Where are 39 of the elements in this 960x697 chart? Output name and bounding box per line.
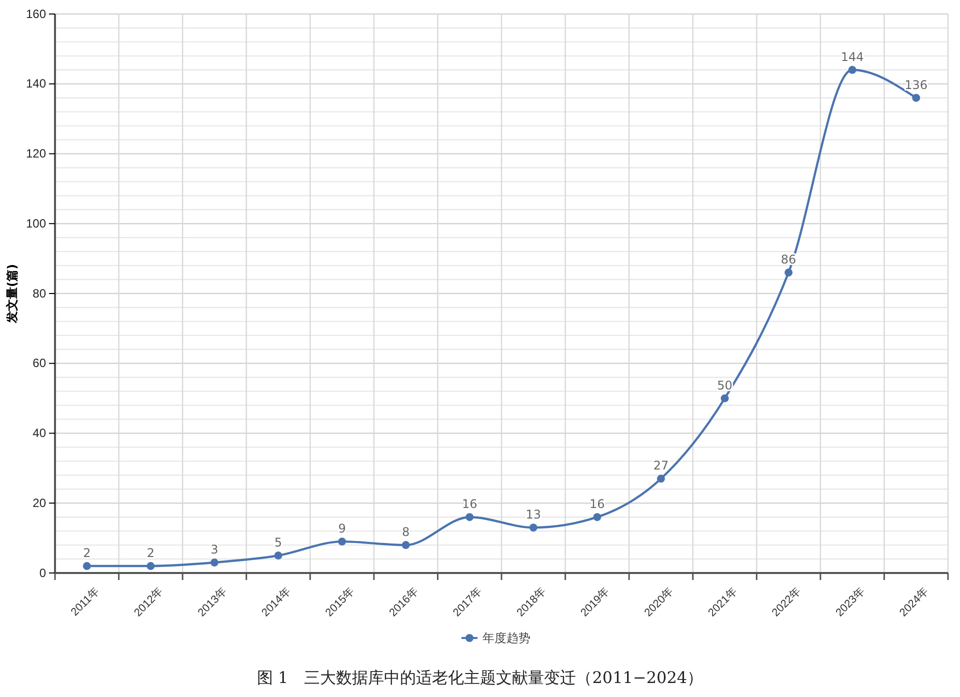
data-label: 16: [462, 497, 478, 512]
point: [593, 513, 602, 522]
data-label: 5: [274, 536, 282, 550]
point: [82, 562, 91, 570]
point: [146, 562, 155, 570]
y-tick-label: 80: [32, 286, 46, 300]
point: [848, 66, 856, 74]
data-label: 9: [338, 522, 346, 536]
data-label: 3: [210, 542, 218, 557]
y-tick-label: 40: [32, 426, 46, 440]
data-label: 136: [904, 78, 928, 92]
y-tick-label: 160: [26, 6, 46, 21]
data-label: 2: [83, 546, 91, 560]
y-tick-label: 100: [26, 216, 46, 230]
point: [720, 394, 729, 402]
y-axis-title: 发文量(篇): [5, 264, 19, 324]
y-tick-label: 60: [32, 356, 46, 370]
data-label: 13: [526, 508, 542, 522]
point: [529, 524, 538, 532]
data-label: 8: [402, 525, 410, 540]
point: [274, 552, 282, 560]
point: [912, 94, 920, 102]
data-label: 144: [840, 50, 864, 64]
data-label: 27: [653, 458, 669, 473]
point: [466, 513, 474, 522]
y-tick-label: 120: [26, 146, 46, 161]
y-tick-label: 0: [39, 566, 46, 580]
point: [210, 558, 218, 566]
point: [402, 541, 410, 550]
y-tick-label: 140: [26, 76, 46, 91]
y-tick-label: 20: [32, 496, 46, 510]
legend-label: 年度趋势: [482, 631, 530, 646]
point: [656, 474, 665, 483]
point: [338, 538, 346, 546]
caption: 图 1 三大数据库中的适老化主题文献量变迁（2011−2024）: [256, 668, 704, 687]
data-label: 50: [717, 378, 732, 392]
data-label: 2: [146, 546, 154, 560]
data-label: 16: [590, 497, 605, 512]
point: [784, 268, 793, 277]
